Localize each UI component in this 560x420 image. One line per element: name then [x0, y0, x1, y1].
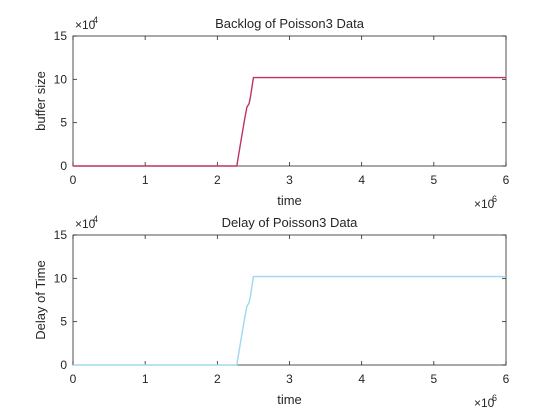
y-axis-label: buffer size [33, 71, 48, 131]
x-tick-label: 6 [503, 173, 510, 187]
x-tick-label: 6 [503, 372, 510, 386]
delay-chart: 0 1 2 3 4 5 6 0 5 10 15 Delay of Poisson3 Data time D… [33, 214, 510, 410]
x-tick-label: 2 [214, 173, 221, 187]
chart-title: Backlog of Poisson3 Data [215, 16, 365, 31]
x-tick-label: 4 [358, 173, 365, 187]
x-tick-label: 0 [70, 173, 77, 187]
x-tick-label: 5 [430, 173, 437, 187]
y-exponent: 4 [93, 214, 98, 224]
y-exponent-label: ×10 [75, 18, 96, 32]
x-axis-label: time [277, 193, 302, 208]
y-tick-label: 0 [60, 159, 67, 173]
y-exponent-label: ×10 [75, 217, 96, 231]
x-tick-label: 0 [70, 372, 77, 386]
y-tick-label: 15 [54, 29, 68, 43]
x-tick-label: 5 [430, 372, 437, 386]
y-tick-label: 5 [60, 315, 67, 329]
y-exponent: 4 [93, 15, 98, 25]
y-tick-label: 10 [54, 72, 68, 86]
x-exponent: 6 [492, 393, 497, 403]
plot-area [72, 234, 507, 366]
y-tick-label: 0 [60, 358, 67, 372]
x-axis-label: time [277, 392, 302, 407]
x-tick-label: 1 [142, 372, 149, 386]
y-tick-label: 10 [54, 271, 68, 285]
y-tick-label: 15 [54, 228, 68, 242]
x-tick-label: 4 [358, 372, 365, 386]
x-exponent-label: ×10 [474, 396, 495, 410]
x-tick-label: 2 [214, 372, 221, 386]
chart-title: Delay of Poisson3 Data [222, 215, 359, 230]
series-line [73, 275, 506, 366]
plot-area [72, 35, 507, 167]
x-tick-label: 3 [286, 372, 293, 386]
x-exponent: 6 [492, 194, 497, 204]
series-line [73, 76, 506, 167]
backlog-chart: 0 1 2 3 4 5 6 0 5 10 15 Backlog of Poisson3 Data tim… [33, 15, 510, 211]
x-tick-label: 1 [142, 173, 149, 187]
y-axis-label: Delay of Time [33, 260, 48, 339]
x-exponent-label: ×10 [474, 197, 495, 211]
y-tick-label: 5 [60, 116, 67, 130]
x-tick-label: 3 [286, 173, 293, 187]
